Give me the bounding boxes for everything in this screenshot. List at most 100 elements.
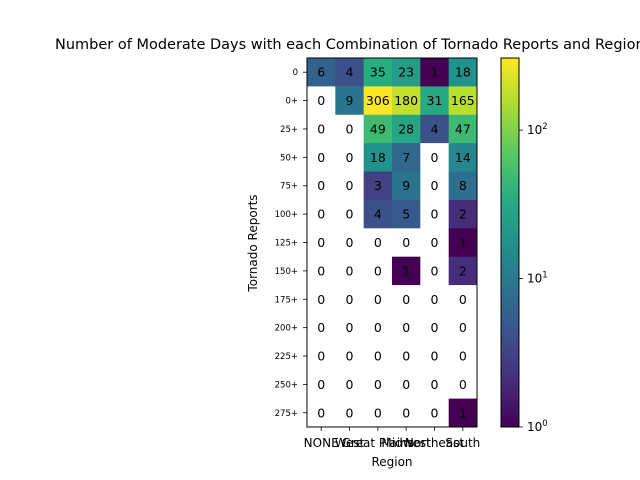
heatmap-cell (420, 285, 450, 314)
cell-value-label: 9 (402, 178, 410, 193)
cell-value-label: 0 (346, 178, 354, 193)
cell-value-label: 0 (402, 235, 410, 250)
heatmap-cell (448, 58, 478, 87)
heatmap-cell (363, 199, 393, 229)
cell-value-label: 28 (398, 121, 414, 136)
cell-value-label: 0 (431, 150, 439, 165)
y-tick-label: 0+ (285, 97, 298, 107)
heatmap-cell (392, 313, 421, 343)
colorbar-tick-label: 101 (527, 271, 548, 286)
cell-value-label: 0 (317, 207, 325, 222)
heatmap-cell (392, 285, 421, 314)
heatmap-cells (307, 58, 478, 428)
cell-value-label: 0 (402, 405, 410, 420)
cell-value-label: 0 (346, 405, 354, 420)
heatmap-cell (307, 370, 336, 400)
cell-value-label: 8 (459, 178, 467, 193)
cell-value-label: 0 (459, 292, 467, 307)
y-tick-label: 200+ (275, 324, 298, 334)
cell-value-label: 0 (374, 263, 382, 278)
heatmap-cell (335, 256, 365, 286)
heatmap-cell (420, 171, 450, 201)
heatmap-cell (363, 114, 393, 144)
heatmap-cell (448, 143, 478, 172)
heatmap-cell (392, 58, 421, 87)
cell-value-label: 5 (402, 207, 410, 222)
heatmap-cell (307, 285, 336, 314)
cell-value-label: 0 (317, 235, 325, 250)
heatmap-cell (420, 199, 450, 229)
cell-value-label: 18 (455, 65, 471, 80)
cell-value-label: 0 (459, 349, 467, 364)
cell-value-label: 35 (370, 65, 386, 80)
cell-value-label: 0 (431, 235, 439, 250)
cell-value-label: 6 (317, 65, 325, 80)
heatmap-cell (363, 398, 393, 428)
colorbar: 100 101 102 (500, 57, 548, 434)
cell-value-label: 0 (402, 349, 410, 364)
chart-title: Number of Moderate Days with each Combin… (55, 37, 640, 53)
cell-value-label: 0 (431, 405, 439, 420)
heatmap-cell (392, 199, 421, 229)
heatmap-cell (307, 171, 336, 201)
x-tick-label: Midwest (381, 436, 431, 450)
y-tick-label: 25+ (280, 125, 298, 135)
cell-value-label: 0 (402, 292, 410, 307)
y-tick-label: 100+ (275, 210, 298, 220)
cell-value-label: 31 (427, 93, 443, 108)
heatmap-cell (392, 114, 421, 144)
heatmap-cell (392, 256, 421, 286)
cell-value-label: 0 (346, 349, 354, 364)
cell-value-label: 0 (459, 320, 467, 335)
heatmap-cell (392, 143, 421, 172)
x-axis-label: Region (371, 455, 412, 469)
y-axis-label: Tornado Reports (246, 194, 260, 292)
cell-value-label: 23 (398, 65, 414, 80)
y-tick-label: 125+ (275, 239, 298, 249)
x-tick-label: West (335, 436, 365, 450)
cell-value-label: 0 (459, 377, 467, 392)
heatmap-cell (363, 86, 393, 116)
heatmap-cell (420, 114, 450, 144)
x-tick-label: NONE (304, 436, 339, 450)
y-tick-label: 250+ (275, 380, 298, 390)
cell-value-label: 0 (346, 235, 354, 250)
heatmap-cell (335, 228, 365, 258)
colorbar-ticks: 100 101 102 (519, 122, 548, 434)
cell-value-label: 0 (317, 292, 325, 307)
heatmap-cell (363, 341, 393, 371)
heatmap-cell (307, 398, 336, 428)
cell-value-label: 3 (374, 178, 382, 193)
heatmap-cell (448, 228, 478, 258)
cell-value-label: 0 (346, 150, 354, 165)
heatmap-cell (335, 313, 365, 343)
heatmap-cell (420, 370, 450, 400)
cell-value-label: 0 (317, 320, 325, 335)
cell-value-label: 0 (317, 405, 325, 420)
cell-value-label: 0 (374, 405, 382, 420)
heatmap-cell (335, 143, 365, 172)
cell-value-label: 0 (431, 207, 439, 222)
heatmap-cell (335, 171, 365, 201)
heatmap-cell (448, 341, 478, 371)
y-tick-label: 175+ (275, 295, 298, 305)
heatmap-cell (307, 199, 336, 229)
heatmap-cell (363, 370, 393, 400)
cell-value-label: 0 (431, 263, 439, 278)
heatmap-cell (448, 313, 478, 343)
cell-value-label: 4 (431, 121, 439, 136)
colorbar-gradient (500, 57, 520, 428)
cell-value-label: 0 (431, 292, 439, 307)
cell-value-label: 0 (346, 292, 354, 307)
heatmap-cell (392, 341, 421, 371)
cell-value-label: 0 (431, 320, 439, 335)
heatmap-cell (335, 370, 365, 400)
cell-value-label: 180 (394, 93, 418, 108)
cell-value-label: 0 (317, 150, 325, 165)
cell-value-label: 49 (370, 121, 386, 136)
cell-value-label: 0 (374, 320, 382, 335)
heatmap-cell (363, 285, 393, 314)
cell-value-label: 2 (459, 263, 467, 278)
colorbar-tick-label: 102 (527, 122, 548, 137)
